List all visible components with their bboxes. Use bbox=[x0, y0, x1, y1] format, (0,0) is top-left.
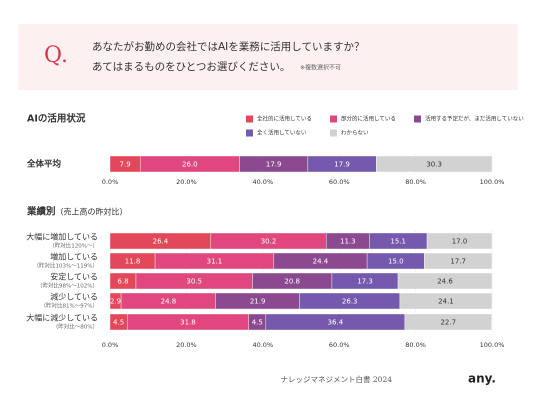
legend-swatch bbox=[330, 129, 337, 137]
x-tick-label: 60.0% bbox=[329, 341, 350, 349]
bar-segment bbox=[426, 232, 493, 250]
x-tick-label: 0.0% bbox=[102, 178, 119, 186]
x-tick-label: 60.0% bbox=[329, 178, 350, 186]
value-label: 2.9 bbox=[110, 298, 121, 306]
value-label: 26.0 bbox=[182, 161, 198, 169]
legend-swatch bbox=[246, 115, 253, 123]
category-label: 安定している bbox=[50, 272, 98, 282]
instruction: あてはまるものをひとつお選びください。 bbox=[92, 60, 290, 73]
section-title: AIの活用状況 bbox=[27, 113, 86, 125]
category-label: 大幅に減少している bbox=[26, 313, 98, 323]
value-label: 7.9 bbox=[120, 161, 131, 169]
value-label: 30.5 bbox=[186, 278, 202, 286]
question: あなたがお勤めの会社ではAIを業務に活用していますか？ bbox=[92, 40, 364, 53]
legend-label: 全く活用していない bbox=[257, 129, 307, 137]
category-note: （昨対比120%～） bbox=[49, 242, 98, 250]
logo: any. bbox=[468, 372, 496, 386]
value-label: 22.7 bbox=[440, 319, 456, 327]
category-note: （昨対比～80%） bbox=[53, 323, 98, 331]
x-tick-label: 20.0% bbox=[176, 178, 197, 186]
value-label: 24.6 bbox=[437, 278, 453, 286]
value-label: 4.5 bbox=[252, 319, 263, 327]
value-label: 17.3 bbox=[357, 278, 373, 286]
bar-segment bbox=[399, 292, 493, 310]
section-subtitle: （売上高の昨対比） bbox=[56, 207, 128, 217]
value-label: 11.3 bbox=[340, 238, 356, 246]
bar-segment bbox=[404, 313, 492, 331]
value-label: 31.8 bbox=[180, 319, 196, 327]
bar-segment bbox=[376, 155, 493, 173]
x-tick-label: 40.0% bbox=[252, 178, 273, 186]
category-label: 全体平均 bbox=[26, 159, 62, 170]
value-label: 21.9 bbox=[250, 298, 266, 306]
value-label: 11.8 bbox=[125, 258, 141, 266]
x-tick-label: 80.0% bbox=[405, 341, 426, 349]
value-label: 31.1 bbox=[207, 258, 223, 266]
category-label: 大幅に増加している bbox=[26, 232, 98, 242]
note: ※複数選択不可 bbox=[300, 64, 341, 72]
value-label: 36.4 bbox=[328, 319, 344, 327]
q-mark: Q. bbox=[44, 43, 68, 68]
value-label: 24.1 bbox=[438, 298, 454, 306]
bar-segment bbox=[397, 272, 493, 290]
value-label: 30.3 bbox=[426, 161, 442, 169]
x-tick-label: 40.0% bbox=[252, 341, 273, 349]
value-label: 20.8 bbox=[284, 278, 300, 286]
legend-swatch bbox=[246, 129, 253, 137]
x-tick-label: 80.0% bbox=[405, 178, 426, 186]
x-tick-label: 20.0% bbox=[176, 341, 197, 349]
value-label: 24.4 bbox=[313, 258, 329, 266]
legend-label: 部分的に活用している bbox=[341, 115, 396, 123]
category-label: 増加している bbox=[50, 252, 98, 262]
x-tick-label: 100.0% bbox=[480, 341, 505, 349]
category-note: （昨対比103%～119%） bbox=[34, 262, 98, 270]
legend-label: わからない bbox=[341, 130, 369, 137]
x-tick-label: 100.0% bbox=[480, 178, 505, 186]
value-label: 15.1 bbox=[390, 238, 406, 246]
category-note: （昨対比98%～102%） bbox=[37, 282, 98, 290]
legend-swatch bbox=[330, 115, 337, 123]
section-title: 業績別 bbox=[26, 206, 56, 218]
legend-swatch bbox=[414, 115, 421, 123]
value-label: 26.3 bbox=[342, 298, 358, 306]
legend-label: 活用する予定だが、まだ活用していない bbox=[425, 115, 524, 123]
publication: ナレッジマネジメント白書 2024 bbox=[281, 374, 393, 384]
value-label: 17.9 bbox=[334, 161, 350, 169]
value-label: 17.7 bbox=[450, 258, 466, 266]
value-label: 4.5 bbox=[113, 319, 124, 327]
value-label: 17.9 bbox=[266, 161, 282, 169]
x-tick-label: 0.0% bbox=[102, 341, 119, 349]
value-label: 15.0 bbox=[388, 258, 404, 266]
category-label: 減少している bbox=[50, 292, 98, 302]
legend-label: 全社的に活用している bbox=[257, 115, 312, 123]
value-label: 26.4 bbox=[153, 238, 169, 246]
bar-segment bbox=[424, 252, 493, 270]
value-label: 24.8 bbox=[161, 298, 177, 306]
question-box bbox=[18, 24, 518, 90]
value-label: 30.2 bbox=[261, 238, 277, 246]
value-label: 17.0 bbox=[452, 238, 468, 246]
category-note: （昨対比81%～97%） bbox=[41, 302, 98, 310]
value-label: 6.8 bbox=[117, 278, 128, 286]
